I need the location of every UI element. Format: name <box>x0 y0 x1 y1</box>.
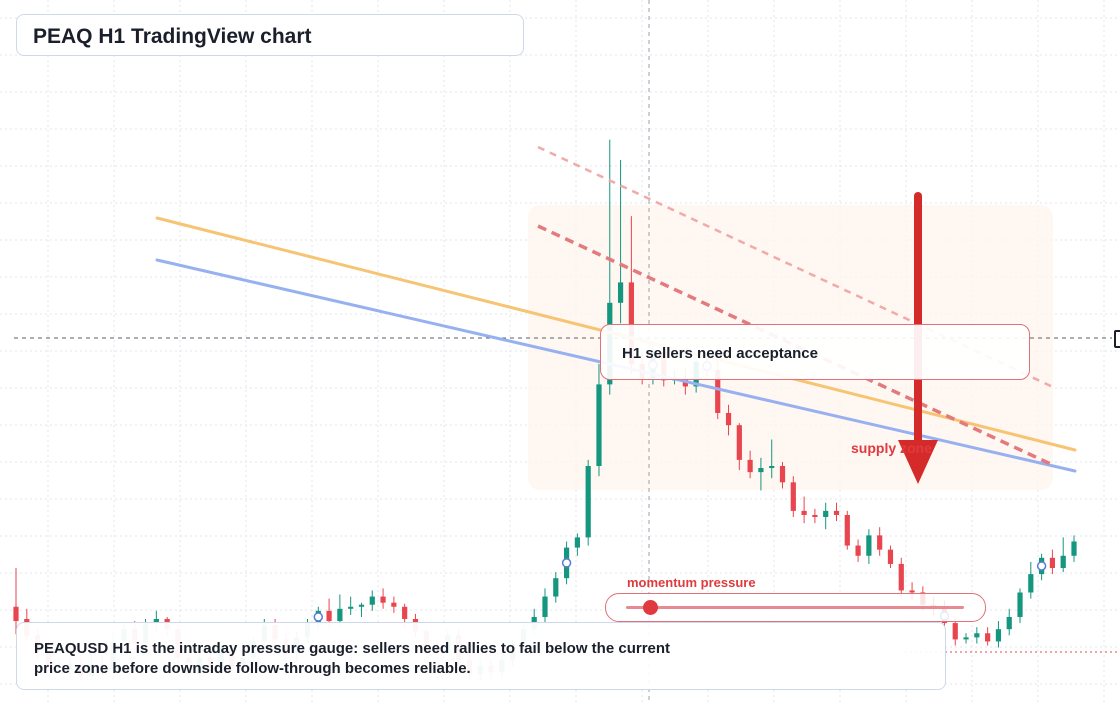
candle-body <box>855 545 861 556</box>
candle-body <box>909 590 915 593</box>
candle-body <box>769 466 775 469</box>
candle-body <box>402 606 408 619</box>
candle-body <box>995 629 1002 642</box>
channel-upper-line <box>537 145 1056 390</box>
candle-body <box>736 425 742 460</box>
candle-body <box>358 604 365 607</box>
candle-body <box>326 610 332 622</box>
pivot-marker <box>313 612 324 622</box>
candle-body <box>628 282 634 364</box>
candle-body <box>833 510 840 515</box>
candle-body <box>758 468 764 473</box>
gauge-knob[interactable] <box>642 600 658 615</box>
candle-body <box>974 633 980 638</box>
candle-body <box>801 510 807 515</box>
callout-text: H1 sellers need acceptance <box>622 345 818 362</box>
gauge-track <box>626 606 964 609</box>
channel-lower-line <box>537 224 1056 468</box>
candle-body <box>866 535 872 556</box>
candle-body <box>1049 557 1056 568</box>
candle-body <box>877 535 883 550</box>
candle-body <box>585 466 591 538</box>
candle-body <box>380 596 386 603</box>
candle-body <box>574 537 580 548</box>
candle-body <box>747 459 753 473</box>
candle-body <box>985 633 991 642</box>
candle-body <box>790 482 796 511</box>
candle-body <box>1028 574 1034 593</box>
candle-body <box>542 596 548 617</box>
candle-body <box>1006 616 1012 630</box>
candle-body <box>1017 592 1023 617</box>
candle-body <box>553 578 559 597</box>
price-scale-tag[interactable] <box>1114 330 1120 348</box>
candle-body <box>596 384 602 466</box>
candle-body <box>898 563 904 591</box>
pivot-marker <box>561 558 572 568</box>
candle-body <box>337 608 343 622</box>
candle-body <box>779 466 786 483</box>
candle-body <box>617 282 624 303</box>
candle-body <box>13 606 19 622</box>
candle-body <box>369 596 375 605</box>
candle-body <box>348 606 354 609</box>
downward-arrow <box>898 192 938 484</box>
analysis-note-box: PEAQUSD H1 is the intraday pressure gaug… <box>16 622 946 690</box>
chart-title: PEAQ H1 TradingView chart <box>33 25 312 48</box>
momentum-label: momentum pressure <box>627 575 756 590</box>
candle-body <box>844 514 850 546</box>
chart-title-box: PEAQ H1 TradingView chart <box>16 14 524 56</box>
candle-body <box>391 602 397 607</box>
candle-body <box>1060 555 1066 568</box>
analysis-note: PEAQUSD H1 is the intraday pressure gaug… <box>34 640 671 677</box>
candle-body <box>153 619 159 624</box>
candle-body <box>823 510 829 517</box>
candle-body <box>725 412 732 426</box>
candle-body <box>887 549 894 564</box>
candle-body <box>1071 541 1077 556</box>
pivot-marker <box>1036 561 1047 571</box>
candle-body <box>963 637 969 640</box>
candle-body <box>715 370 721 413</box>
supply-zone-label: supply zone <box>851 440 932 456</box>
momentum-gauge[interactable] <box>605 593 986 622</box>
candle-body <box>952 623 958 640</box>
candle-body <box>812 514 818 517</box>
acceptance-callout: H1 sellers need acceptance <box>600 324 1030 380</box>
